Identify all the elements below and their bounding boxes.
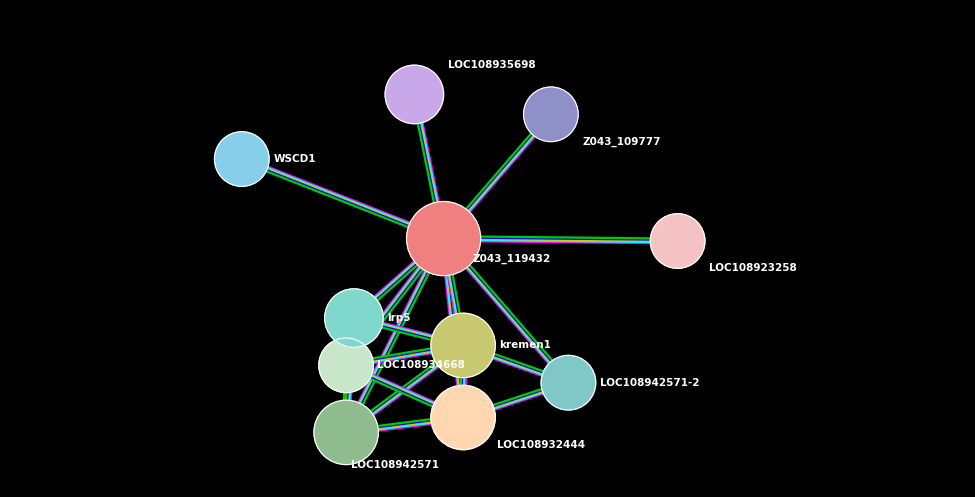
Circle shape — [407, 201, 481, 276]
Circle shape — [650, 214, 705, 268]
Text: LOC108923258: LOC108923258 — [709, 263, 797, 273]
Circle shape — [325, 289, 383, 347]
Circle shape — [214, 132, 269, 186]
Circle shape — [431, 385, 495, 450]
Text: kremen1: kremen1 — [499, 340, 551, 350]
Text: Z043_119432: Z043_119432 — [473, 253, 551, 263]
Circle shape — [319, 338, 373, 393]
Circle shape — [385, 65, 444, 124]
Text: WSCD1: WSCD1 — [274, 154, 317, 164]
Text: LOC108934668: LOC108934668 — [377, 360, 465, 370]
Text: LOC108942571-2: LOC108942571-2 — [600, 378, 699, 388]
Text: LOC108935698: LOC108935698 — [448, 60, 535, 70]
Text: lrp5: lrp5 — [387, 313, 410, 323]
Circle shape — [431, 313, 495, 378]
Circle shape — [524, 87, 578, 142]
Text: Z043_109777: Z043_109777 — [582, 137, 661, 147]
Circle shape — [314, 400, 378, 465]
Text: LOC108942571: LOC108942571 — [351, 460, 439, 470]
Circle shape — [541, 355, 596, 410]
Text: LOC108932444: LOC108932444 — [497, 440, 585, 450]
